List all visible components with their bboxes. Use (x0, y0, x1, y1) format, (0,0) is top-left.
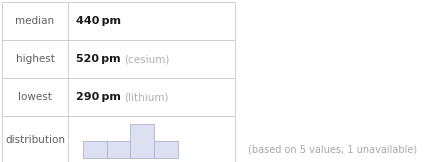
Bar (83, 141, 107, 158)
Text: (based on 5 values; 1 unavailable): (based on 5 values; 1 unavailable) (248, 145, 417, 155)
Bar (154, 141, 178, 158)
Bar (131, 124, 154, 158)
Text: 520 pm: 520 pm (76, 54, 120, 64)
Text: 290 pm: 290 pm (76, 92, 121, 102)
Text: 440 pm: 440 pm (76, 16, 121, 26)
Text: distribution: distribution (5, 135, 65, 145)
Text: lowest: lowest (18, 92, 52, 102)
Text: (lithium): (lithium) (124, 92, 168, 102)
Text: highest: highest (16, 54, 54, 64)
Bar (2, 40, 235, 78)
Text: median: median (16, 16, 54, 26)
Bar (2, 78, 235, 116)
Bar (107, 141, 131, 158)
Bar (2, 2, 235, 40)
Bar (2, 116, 235, 162)
Text: (cesium): (cesium) (124, 54, 169, 64)
